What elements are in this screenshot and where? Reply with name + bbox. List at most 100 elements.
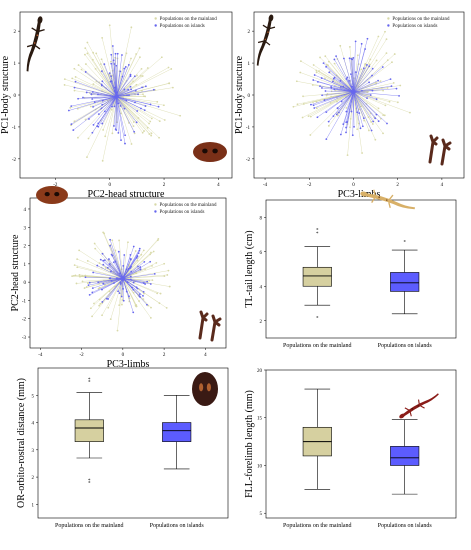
series-islands bbox=[84, 238, 156, 314]
ray-line bbox=[122, 278, 144, 284]
x-tick-label: 2 bbox=[163, 183, 166, 188]
ray-line bbox=[326, 91, 354, 140]
data-point bbox=[358, 108, 361, 111]
data-point bbox=[134, 89, 137, 92]
box-islands: * bbox=[390, 240, 420, 315]
ray-line bbox=[116, 96, 145, 111]
ray-line bbox=[85, 47, 117, 97]
ray-line bbox=[122, 269, 141, 279]
data-point bbox=[83, 287, 86, 289]
ray-line bbox=[353, 91, 377, 115]
y-tick-label: 1 bbox=[248, 62, 251, 67]
ray-line bbox=[117, 278, 124, 331]
ray-line bbox=[118, 251, 124, 279]
data-point bbox=[136, 74, 138, 77]
ray-line bbox=[104, 96, 117, 137]
y-tick-label: 20 bbox=[257, 369, 263, 374]
ray-line bbox=[122, 278, 138, 289]
y-tick-label: 3 bbox=[32, 449, 35, 454]
data-point bbox=[102, 263, 105, 266]
x-tick-label: 4 bbox=[217, 183, 220, 188]
ray-line bbox=[353, 91, 379, 109]
data-point bbox=[299, 71, 302, 74]
x-tick-label: 0 bbox=[122, 353, 125, 358]
x-tick-label: 0 bbox=[352, 183, 355, 188]
data-point bbox=[324, 90, 327, 92]
data-point bbox=[91, 291, 94, 294]
ray-line bbox=[345, 91, 354, 128]
ray-line bbox=[116, 96, 150, 124]
data-point bbox=[99, 63, 102, 65]
panel-fll: 5 10 15 20 Populations on the mainland Popula… bbox=[244, 369, 457, 529]
data-point bbox=[167, 66, 170, 69]
ray-line bbox=[92, 91, 117, 97]
data-point bbox=[101, 301, 104, 303]
data-point bbox=[103, 259, 106, 262]
x-tick-label: -2 bbox=[307, 183, 312, 188]
ray-line bbox=[116, 96, 135, 132]
data-point bbox=[73, 67, 76, 70]
data-point bbox=[136, 110, 139, 112]
data-point bbox=[301, 116, 304, 119]
ray-line bbox=[108, 258, 124, 279]
ray-line bbox=[94, 96, 117, 103]
ray-line bbox=[353, 91, 385, 116]
y-tick-label: 4 bbox=[32, 422, 35, 427]
data-point bbox=[129, 85, 132, 88]
data-point bbox=[396, 101, 399, 104]
ray-line bbox=[353, 91, 365, 119]
data-point bbox=[90, 93, 93, 96]
data-point bbox=[72, 274, 75, 277]
data-point bbox=[110, 60, 112, 63]
ray-line bbox=[101, 84, 117, 97]
data-point bbox=[149, 316, 152, 319]
plot-frame bbox=[265, 369, 457, 519]
y-tick-label: 15 bbox=[257, 417, 263, 422]
ray-line bbox=[346, 78, 354, 92]
data-point bbox=[163, 275, 166, 278]
data-point bbox=[116, 329, 119, 332]
y-tick-label: 1 bbox=[32, 503, 35, 508]
data-point bbox=[137, 265, 139, 268]
data-point bbox=[119, 283, 122, 285]
data-point bbox=[377, 107, 380, 110]
data-point bbox=[88, 294, 91, 296]
data-point bbox=[157, 237, 160, 240]
data-point bbox=[117, 290, 119, 293]
data-point bbox=[332, 115, 335, 118]
data-point bbox=[346, 76, 349, 79]
data-point bbox=[324, 55, 327, 58]
data-point bbox=[361, 125, 364, 128]
ray-line bbox=[111, 63, 117, 97]
ray-line bbox=[116, 76, 131, 97]
data-point bbox=[109, 238, 111, 241]
data-point bbox=[345, 131, 347, 134]
data-point bbox=[148, 279, 151, 282]
y-tick-label: -2 bbox=[22, 318, 27, 323]
ray-line bbox=[119, 278, 124, 294]
data-point bbox=[111, 132, 114, 135]
data-point bbox=[130, 26, 133, 29]
ray-line bbox=[75, 76, 117, 97]
ray-line bbox=[77, 258, 123, 279]
head-photo bbox=[193, 142, 227, 162]
data-point bbox=[71, 77, 74, 80]
data-point bbox=[67, 109, 70, 112]
ray-line bbox=[353, 91, 372, 131]
data-point bbox=[109, 318, 112, 321]
y-tick-label: 10 bbox=[257, 464, 263, 469]
data-point bbox=[74, 76, 77, 78]
panel-pca2: -4 -2 0 2 4 2 1 0 -1 -2 Populations on the mainlan… bbox=[234, 11, 465, 200]
data-point bbox=[84, 47, 87, 49]
data-point bbox=[312, 101, 314, 104]
data-point bbox=[371, 89, 374, 92]
data-point bbox=[149, 260, 152, 263]
data-point bbox=[118, 292, 121, 294]
y-tick-label: 0 bbox=[24, 281, 27, 286]
salamander-photo bbox=[26, 16, 45, 72]
ray-line bbox=[102, 253, 124, 279]
y-tick-label: 0 bbox=[14, 94, 17, 99]
data-point bbox=[80, 68, 83, 71]
data-point bbox=[388, 100, 391, 103]
data-point bbox=[122, 299, 125, 302]
